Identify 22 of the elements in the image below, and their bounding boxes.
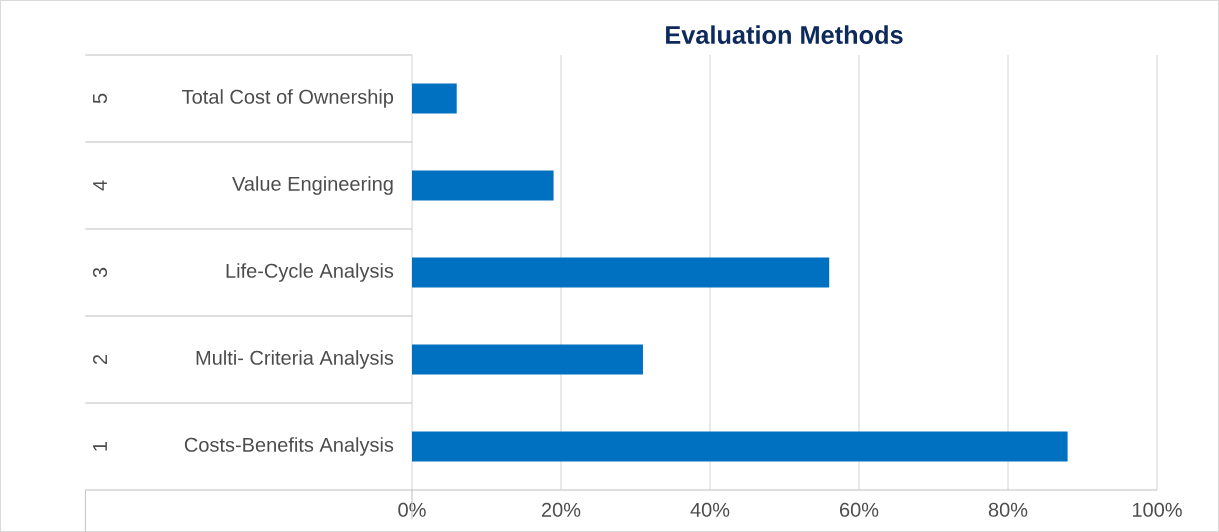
text: 2 (93, 354, 107, 365)
bar (412, 170, 554, 201)
bar (412, 431, 1068, 462)
x-tick-label: 40% (690, 502, 730, 517)
chart-title: Evaluation Methods (666, 25, 903, 44)
text: 4 (93, 180, 107, 191)
y-tick-label: Multi- Criteria Analysis (196, 350, 394, 369)
x-tick-label: 60% (840, 502, 879, 517)
y-tick-label: Value Engineering (232, 176, 393, 195)
text: 3 (92, 267, 108, 278)
y-tick-label: Total Cost of Ownership (182, 89, 394, 108)
bar (412, 344, 643, 375)
bar (412, 257, 830, 288)
x-tick-label: 20% (541, 502, 581, 517)
text: 5 (93, 93, 107, 104)
x-tick-label: 80% (988, 502, 1028, 517)
bar (412, 83, 457, 114)
x-tick-label: 100% (1132, 502, 1182, 517)
text: 1 (93, 441, 107, 451)
y-tick-label: Costs-Benefits Analysis (184, 437, 394, 456)
x-tick-label: 0% (398, 502, 426, 517)
y-tick-label: Life-Cycle Analysis (226, 263, 394, 282)
